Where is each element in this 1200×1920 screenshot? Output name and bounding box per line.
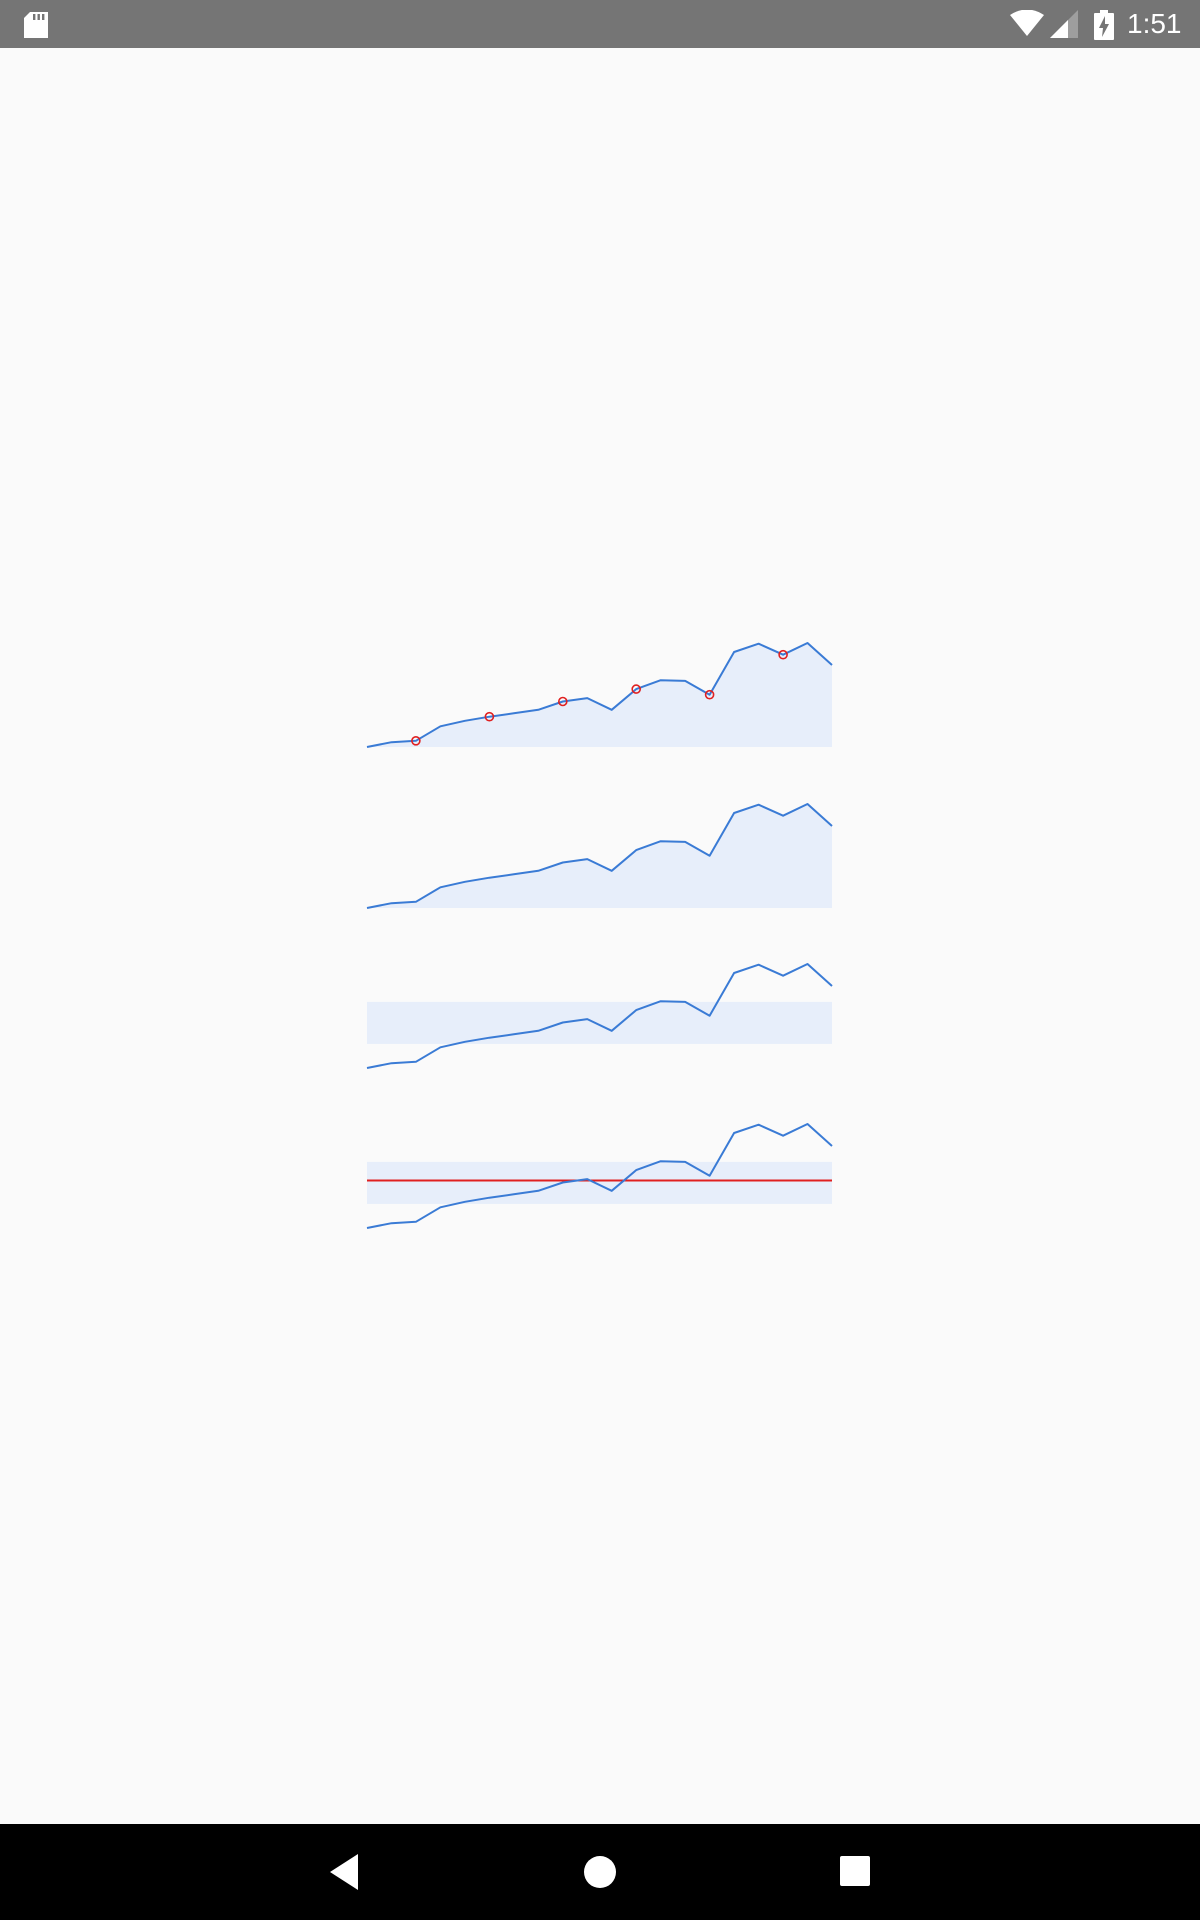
sparkline-3 [366,963,833,1069]
battery-charging-icon [1094,10,1114,40]
status-bar-clock: 1:51 [1127,8,1182,39]
home-button[interactable] [574,1846,626,1898]
sd-card-icon [24,12,48,38]
recents-button[interactable] [830,1846,882,1898]
sparkline-line [366,1123,833,1229]
sparkline-marker [557,696,568,707]
sparkline-area-fill [367,643,832,747]
wifi-icon [1010,10,1044,36]
status-bar: 1:51 [0,0,1200,48]
sparkline-marker [484,711,495,722]
sparkline-marker [704,689,715,700]
sparkline-marker [778,649,788,660]
sparkline-2 [366,803,833,909]
navigation-bar [0,1824,1200,1920]
back-button[interactable] [324,1846,376,1898]
sparkline-marker [411,735,421,746]
back-icon [330,1854,358,1890]
sparkline-line [366,963,833,1069]
sparkline-charts [366,642,833,1229]
sparkline-area-fill [367,804,832,908]
home-icon [584,1856,616,1888]
recents-icon [840,1856,870,1886]
sparkline-normal-range-band [367,1161,832,1204]
sparkline-normal-range-band [367,1001,832,1044]
sparkline-1 [366,642,833,748]
content-area [0,48,1200,1824]
sparkline-line [366,642,833,748]
sparkline-marker [631,684,642,694]
signal-icon [1050,10,1078,38]
sparkline-4 [366,1123,833,1229]
sparkline-line [366,803,833,909]
